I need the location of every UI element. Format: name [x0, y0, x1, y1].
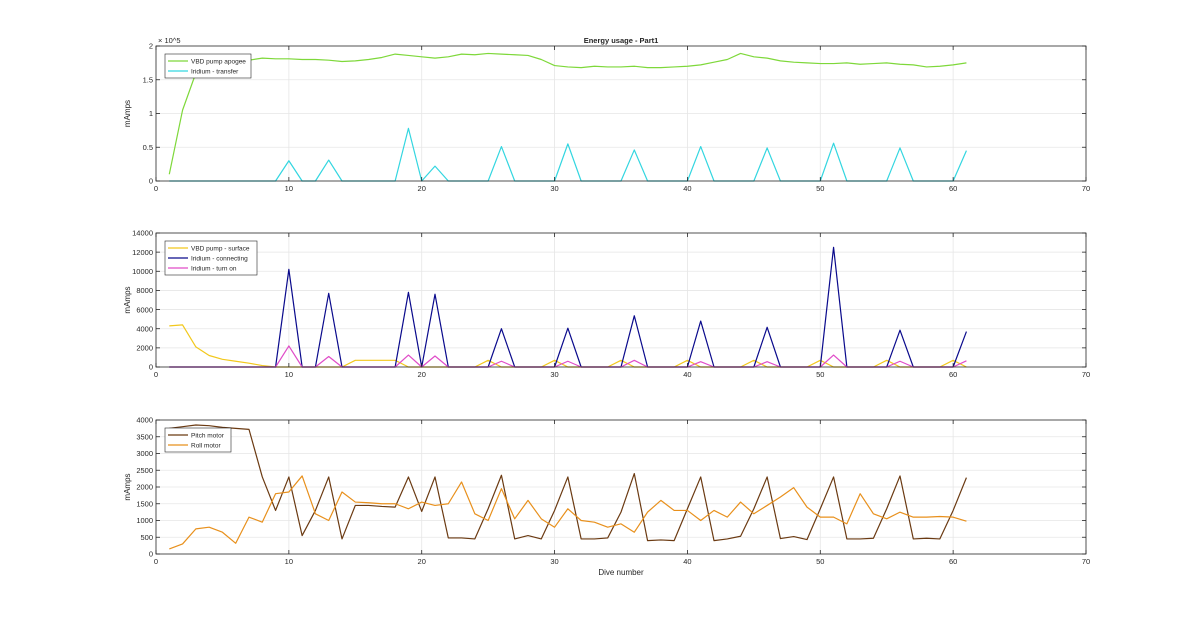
- x-tick-label: 40: [683, 370, 691, 379]
- subplot-2: 0 10 20 30 40 50 60 70 0 2000 4000 6000 8000 10000 120…: [123, 229, 1090, 379]
- legend-entry: Iridium - transfer: [191, 68, 239, 75]
- y-tick-label: 500: [140, 533, 153, 542]
- y-axis-label: mAmps: [123, 473, 132, 500]
- x-tick-label: 10: [285, 557, 293, 566]
- legend: Pitch motor Roll motor: [164, 427, 232, 453]
- y-tick-label: 0: [149, 363, 153, 372]
- y-tick-label: 1.5: [143, 75, 153, 84]
- x-tick-label: 60: [949, 370, 957, 379]
- x-tick-label: 10: [285, 184, 293, 193]
- y-tick-label: 1500: [136, 499, 153, 508]
- x-tick-label: 60: [949, 557, 957, 566]
- x-tick-label: 30: [550, 370, 558, 379]
- legend-box: [164, 427, 232, 453]
- x-tick-label: 30: [550, 184, 558, 193]
- y-tick-label: 4000: [136, 416, 153, 425]
- y-tick-label: 0: [149, 177, 153, 186]
- y-tick-label: 8000: [136, 286, 153, 295]
- legend: VBD pump apogee Iridium - transfer: [164, 53, 252, 79]
- y-tick-label: 2000: [136, 483, 153, 492]
- axes-box: [155, 232, 1087, 368]
- x-tick-label: 20: [418, 184, 426, 193]
- x-tick-label: 10: [285, 370, 293, 379]
- legend-box: [164, 53, 252, 79]
- y-tick-label: 0.5: [143, 143, 153, 152]
- y-tick-label: 10000: [132, 267, 153, 276]
- y-tick-label: 0: [149, 550, 153, 559]
- x-tick-label: 70: [1082, 184, 1090, 193]
- legend-entry: VBD pump apogee: [191, 58, 246, 65]
- x-tick-label: 50: [816, 184, 824, 193]
- x-tick-label: 0: [154, 184, 158, 193]
- x-tick-label: 50: [816, 370, 824, 379]
- subplot-1: 0 10 20 30 40 50 60 70 0 0.5 1 1.5 2 mAmps Energy usag…: [123, 36, 1090, 193]
- y-axis-label: mAmps: [123, 286, 132, 313]
- x-tick-label: 20: [418, 370, 426, 379]
- series-line-roll-motor: [169, 475, 967, 550]
- series-line-pitch-motor: [169, 424, 967, 542]
- x-tick-label: 0: [154, 370, 158, 379]
- x-tick-label: 30: [550, 557, 558, 566]
- y-tick-label: 1: [149, 109, 153, 118]
- plot-area: [156, 233, 1086, 367]
- y-tick-label: 6000: [136, 305, 153, 314]
- legend-entry: Roll motor: [191, 442, 221, 449]
- x-tick-label: 70: [1082, 370, 1090, 379]
- y-axis-label: mAmps: [123, 100, 132, 127]
- y-tick-label: 4000: [136, 324, 153, 333]
- x-tick-label: 50: [816, 557, 824, 566]
- chart-title: Energy usage - Part1: [584, 36, 659, 45]
- y-tick-label: 3500: [136, 432, 153, 441]
- y-tick-label: 2500: [136, 466, 153, 475]
- legend-entry: Pitch motor: [191, 432, 225, 439]
- legend-entry: Iridium - turn on: [191, 265, 237, 272]
- y-exponent-label: × 10^5: [158, 36, 181, 45]
- series-line-vbd-pump-apogee: [168, 52, 967, 175]
- x-tick-label: 70: [1082, 557, 1090, 566]
- x-axis-label: Dive number: [598, 568, 644, 577]
- x-tick-label: 40: [683, 184, 691, 193]
- legend-entry: Iridium - connecting: [191, 255, 248, 262]
- y-tick-label: 3000: [136, 449, 153, 458]
- x-tick-label: 60: [949, 184, 957, 193]
- x-tick-label: 40: [683, 557, 691, 566]
- y-tick-label: 1000: [136, 516, 153, 525]
- legend: VBD pump - surface Iridium - connecting Ir…: [164, 240, 258, 276]
- y-tick-label: 2000: [136, 344, 153, 353]
- x-tick-label: 0: [154, 557, 158, 566]
- subplot-3: 0 10 20 30 40 50 60 70 0 500 1000 1500 2000 2500 3000 3…: [123, 416, 1090, 577]
- y-tick-label: 2: [149, 42, 153, 51]
- legend-entry: VBD pump - surface: [191, 245, 250, 252]
- x-tick-label: 20: [418, 557, 426, 566]
- y-tick-label: 14000: [132, 229, 153, 238]
- y-tick-label: 12000: [132, 248, 153, 257]
